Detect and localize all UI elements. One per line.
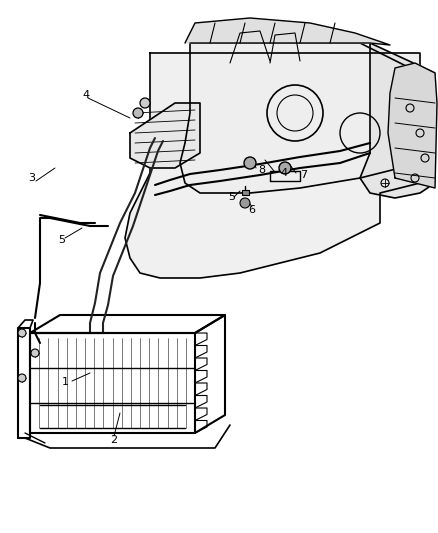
Circle shape xyxy=(31,349,39,357)
Text: 5: 5 xyxy=(58,235,65,245)
Text: 7: 7 xyxy=(300,170,307,180)
Polygon shape xyxy=(125,53,420,278)
Circle shape xyxy=(140,98,150,108)
Circle shape xyxy=(133,108,143,118)
Circle shape xyxy=(244,157,256,169)
Circle shape xyxy=(18,374,26,382)
Text: 2: 2 xyxy=(110,435,117,445)
Polygon shape xyxy=(180,43,430,193)
Polygon shape xyxy=(388,63,437,188)
Bar xyxy=(241,190,248,195)
Text: 3: 3 xyxy=(28,173,35,183)
Circle shape xyxy=(18,329,26,337)
Polygon shape xyxy=(185,18,390,45)
Polygon shape xyxy=(360,43,435,198)
Text: 8: 8 xyxy=(258,165,265,175)
Text: 4: 4 xyxy=(280,168,287,178)
Text: 5: 5 xyxy=(228,192,235,202)
Text: 4: 4 xyxy=(82,90,89,100)
Circle shape xyxy=(279,162,291,174)
Text: 6: 6 xyxy=(248,205,255,215)
Polygon shape xyxy=(130,103,200,168)
Text: 1: 1 xyxy=(62,377,69,387)
Circle shape xyxy=(240,198,250,208)
